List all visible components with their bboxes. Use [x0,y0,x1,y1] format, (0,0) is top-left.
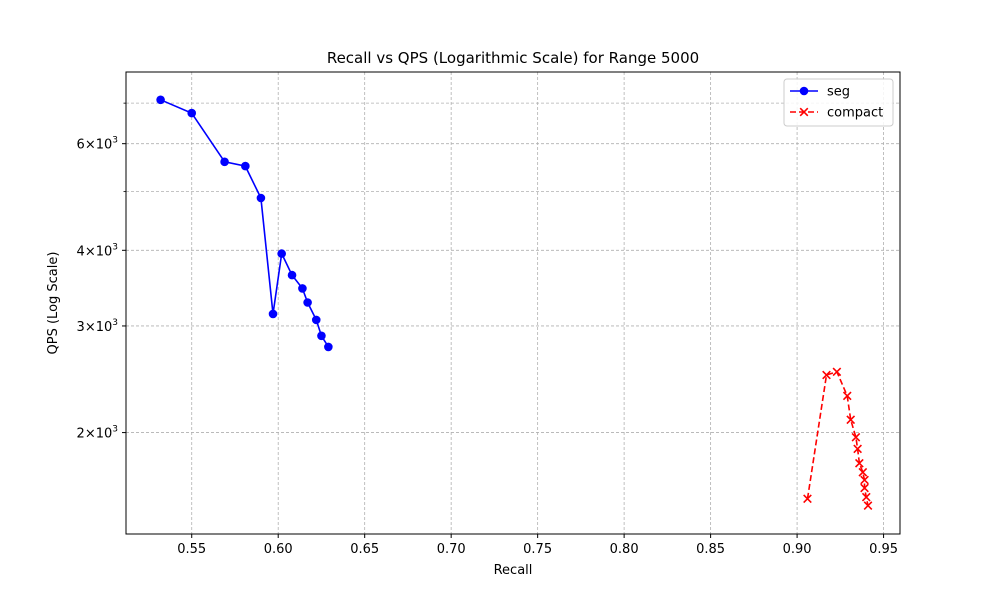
data-point-compact [842,391,852,401]
legend-entry-compact: compact [790,106,883,121]
data-point-seg [268,309,278,319]
x-tick-label: 0.90 [783,542,812,557]
legend-entry-seg: seg [790,85,850,100]
data-point-compact [803,494,812,504]
x-tick-label: 0.70 [437,542,466,557]
data-point-seg [156,95,165,105]
data-point-seg [277,249,286,258]
data-point-seg [256,193,266,203]
data-point-seg [241,161,250,171]
data-point-seg [324,342,333,352]
data-point-compact [822,370,831,380]
data-point-compact [863,501,873,510]
x-tick-label: 0.60 [264,542,293,557]
data-point-compact [858,467,868,477]
series-compact [803,367,873,510]
legend-marker-seg [799,86,809,96]
legend: seg compact [783,78,894,127]
y-tick-label: 6×103 [77,136,118,153]
series-layer [156,95,873,510]
y-axis-label: QPS (Log Scale) [46,252,61,355]
data-point-compact [860,483,869,493]
data-point-seg [311,315,321,325]
x-tick-label: 0.95 [869,542,898,557]
y-tick-label: 2×103 [77,425,118,442]
data-point-compact [861,492,871,502]
data-point-seg [287,270,297,280]
data-point-compact [832,367,842,377]
data-point-seg [220,157,229,167]
data-point-compact [846,415,856,425]
y-tick-label: 4×103 [77,242,118,259]
data-point-compact [860,475,869,485]
data-point-seg [317,331,326,341]
data-point-seg [303,298,312,307]
series-seg [156,95,333,352]
data-point-seg [298,284,307,293]
x-axis: 0.55 0.60 0.65 0.70 0.75 0.80 0.85 0.90 0.95 [177,534,898,557]
data-point-seg [187,108,197,118]
x-axis-label: Recall [494,563,533,578]
data-point-compact [853,444,862,454]
legend-label-seg: seg [827,85,850,100]
legend-marker-compact [799,107,809,117]
y-axis: 2×103 3×103 4×103 6×103 [77,102,126,442]
legend-label-compact: compact [827,106,883,121]
x-tick-label: 0.85 [696,542,725,557]
chart-title: Recall vs QPS (Logarithmic Scale) for Ra… [327,49,699,67]
y-tick-label: 3×103 [77,318,118,335]
data-point-compact [851,432,861,442]
plot-frame [125,71,901,535]
x-tick-label: 0.80 [610,542,639,557]
data-point-compact [854,458,864,468]
x-tick-label: 0.55 [177,542,206,557]
grid [126,72,900,534]
x-tick-label: 0.65 [350,542,379,557]
x-tick-label: 0.75 [523,542,552,557]
